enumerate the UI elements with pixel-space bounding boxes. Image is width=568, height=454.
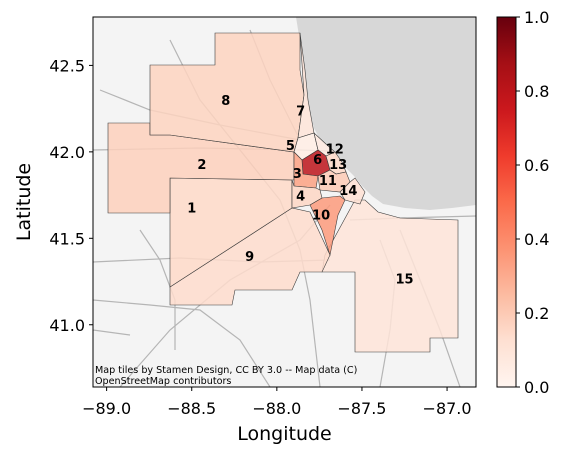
region-label-13: 13 [329, 158, 347, 173]
colorbar-tick-label: 0.6 [524, 156, 549, 175]
colorbar-frame [496, 16, 517, 388]
region-label-12: 12 [326, 143, 344, 158]
region-label-1: 1 [187, 201, 196, 216]
region-label-9: 9 [245, 250, 254, 265]
region-label-14: 14 [339, 184, 357, 199]
region-label-10: 10 [312, 208, 330, 223]
x-tick-label: −89.0 [82, 399, 131, 418]
attribution-line-1: Map tiles by Stamen Design, CC BY 3.0 --… [95, 365, 357, 376]
region-label-6: 6 [313, 153, 322, 168]
y-axis-ticks: 41.0 41.5 42.0 42.5 [49, 56, 93, 335]
x-axis-label: Longitude [237, 423, 332, 445]
region-label-8: 8 [221, 94, 230, 109]
region-4 [291, 179, 323, 209]
x-axis-ticks: −89.0 −88.5 −88.0 −87.5 −87.0 [82, 387, 472, 418]
region-label-4: 4 [296, 189, 305, 204]
attribution-line-2: OpenStreetMap contributors [95, 376, 231, 387]
region-7 [297, 32, 315, 139]
colorbar-tick-label: 0.0 [524, 378, 549, 397]
x-tick-label: −87.0 [423, 399, 472, 418]
region-label-5: 5 [286, 139, 295, 154]
x-tick-label: −88.5 [167, 399, 216, 418]
x-tick-label: −88.0 [252, 399, 301, 418]
region-9 [169, 207, 331, 306]
y-tick-label: 41.5 [49, 229, 85, 248]
y-tick-label: 42.0 [49, 143, 85, 162]
colorbar: 0.0 0.2 0.4 0.6 0.8 1.0 [496, 8, 549, 397]
y-tick-label: 41.0 [49, 316, 85, 335]
colorbar-tick-label: 0.8 [524, 82, 549, 101]
colorbar-tick-label: 0.2 [524, 304, 549, 323]
colorbar-tick-label: 1.0 [524, 8, 549, 27]
region-label-11: 11 [319, 174, 337, 189]
region-label-7: 7 [296, 105, 305, 120]
x-tick-label: −87.5 [337, 399, 386, 418]
map-frame [92, 16, 477, 388]
y-tick-label: 42.5 [49, 56, 85, 75]
colorbar-tick-label: 0.4 [524, 230, 549, 249]
region-10 [309, 195, 346, 257]
region-label-2: 2 [197, 158, 206, 173]
regions [107, 32, 459, 353]
region-11 [317, 169, 351, 193]
colorbar-ticks: 0.0 0.2 0.4 0.6 0.8 1.0 [516, 8, 549, 397]
region-label-3: 3 [293, 167, 302, 182]
colorbar-gradient [497, 17, 516, 387]
region-label-15: 15 [395, 272, 413, 287]
y-axis-label: Latitude [13, 163, 35, 241]
